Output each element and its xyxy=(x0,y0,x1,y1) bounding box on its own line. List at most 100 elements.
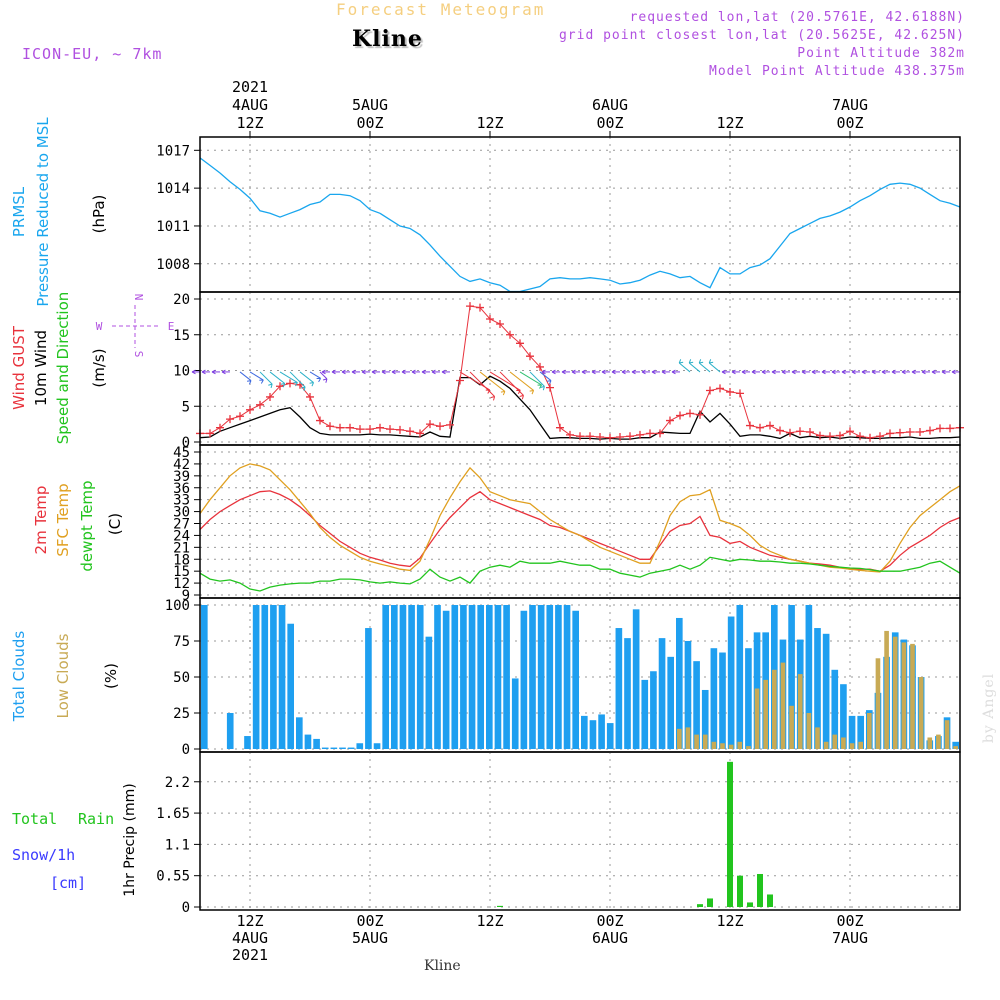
wind-arrow-head xyxy=(698,359,704,364)
precip-ytick-label: 0 xyxy=(182,900,190,916)
gust-marker xyxy=(446,420,454,429)
total-clouds-bar xyxy=(494,605,502,749)
wind-arrow-head xyxy=(661,369,666,375)
total-clouds-bar xyxy=(727,616,735,749)
pressure-ytick-label: 1011 xyxy=(156,219,190,235)
total-clouds-bar xyxy=(244,736,251,749)
top-time-label: 00Z xyxy=(596,114,623,132)
gust-marker xyxy=(216,423,224,432)
low-clouds-bar xyxy=(823,741,829,749)
low-clouds-label: Low Clouds xyxy=(54,633,72,718)
total-clouds-bar xyxy=(425,636,433,749)
gust-marker xyxy=(326,422,334,431)
wind-arrow-head xyxy=(519,394,524,400)
clouds-ytick-label: 50 xyxy=(173,670,190,686)
total-clouds-bar xyxy=(304,734,312,749)
gust-marker xyxy=(776,426,784,435)
total-clouds-bar xyxy=(486,605,493,749)
gust-marker xyxy=(456,376,464,385)
top-time-label: 00Z xyxy=(356,114,383,132)
gust-marker xyxy=(746,421,754,430)
gust-marker xyxy=(206,429,214,438)
footer-location: Kline xyxy=(424,958,461,974)
top-time-label: 4AUG xyxy=(232,96,268,114)
temp-ytick-label: 45 xyxy=(173,445,190,461)
wind-direction-arrow xyxy=(469,371,495,397)
clouds-ytick-label: 75 xyxy=(173,634,190,650)
gust-marker xyxy=(656,429,664,438)
wind-arrow-head xyxy=(391,369,396,375)
rain-bar xyxy=(747,902,753,907)
wind-direction-arrow xyxy=(239,371,252,381)
wind-arrow-head xyxy=(901,369,906,375)
wind-arrow-head xyxy=(841,369,846,375)
gust-marker xyxy=(226,415,234,424)
wind-direction-arrow xyxy=(269,371,286,384)
temp-unit: (C) xyxy=(106,513,124,535)
wind-arrow-head xyxy=(601,369,606,375)
temp-ytick-label: 21 xyxy=(173,540,190,556)
wind-direction-arrow xyxy=(289,371,306,388)
wind-direction-arrow xyxy=(249,371,264,381)
wind-arrow-head xyxy=(641,369,646,375)
wind-arrow-head xyxy=(671,369,676,375)
wind-direction-arrow xyxy=(509,371,534,391)
wind-arrow-head xyxy=(529,389,535,395)
wind-arrow-head xyxy=(561,369,566,375)
temp-ytick-label: 9 xyxy=(182,588,190,604)
total-clouds-bar xyxy=(503,605,510,749)
wind-arrow-head xyxy=(751,369,756,375)
total-clouds-bar xyxy=(201,605,208,749)
top-time-label: 00Z xyxy=(836,114,863,132)
low-clouds-bar xyxy=(867,713,872,749)
low-clouds-bar xyxy=(702,734,708,749)
wind-direction-arrow xyxy=(519,371,542,386)
total-clouds-bar xyxy=(693,661,700,749)
total-clouds-bar xyxy=(641,679,649,749)
wind-arrow-head xyxy=(881,369,886,375)
compass-east-label: E xyxy=(168,320,175,333)
wind-arrow-head xyxy=(293,382,298,387)
rain-bar xyxy=(727,761,733,907)
wind-arrow-head xyxy=(322,378,328,383)
low-clouds-bar xyxy=(737,741,743,749)
snow-label: Snow/1h xyxy=(12,846,75,864)
gust-marker xyxy=(516,339,524,348)
credit-watermark: by Angel xyxy=(981,672,998,744)
temp-ytick-label: 39 xyxy=(173,469,190,485)
wind-arrow-head xyxy=(931,369,936,375)
pressure-ytick-label: 1014 xyxy=(156,181,190,197)
gust-marker xyxy=(346,423,354,432)
temp-sfc-line xyxy=(199,463,961,573)
wind-10m-label: 10m Wind xyxy=(32,330,50,406)
low-clouds-bar xyxy=(780,662,786,749)
total-clouds-bar xyxy=(537,605,545,749)
total-clouds-bar xyxy=(676,617,683,749)
low-clouds-bar xyxy=(694,734,699,749)
clouds-ytick-label: 25 xyxy=(173,706,190,722)
gust-marker xyxy=(416,429,424,438)
total-clouds-bar xyxy=(788,605,795,749)
low-clouds-bar xyxy=(875,658,881,749)
gust-marker xyxy=(926,426,934,435)
gust-marker xyxy=(876,432,884,441)
gridpoint-coords: grid point closest lon,lat (20.5625E, 42… xyxy=(558,28,965,43)
temp-ytick-label: 15 xyxy=(173,564,190,580)
wind-gust-label: Wind GUST xyxy=(10,325,28,410)
total-clouds-bar xyxy=(278,605,286,749)
temp-dewpt-line xyxy=(199,556,961,592)
gust-marker xyxy=(896,428,904,437)
total-clouds-bar xyxy=(296,717,303,749)
wind-arrow-head xyxy=(280,383,286,388)
wind-direction-arrow xyxy=(499,371,524,396)
bottom-time-label: 2021 xyxy=(232,946,268,964)
wind-arrow-head xyxy=(611,369,616,375)
gust-marker xyxy=(786,428,794,437)
wind-ytick-label: 5 xyxy=(182,399,190,415)
model-label: ICON-EU, ~ 7km xyxy=(22,45,163,63)
wind-unit: (m/s) xyxy=(90,348,108,387)
precip-ytick-label: 0.55 xyxy=(156,869,190,885)
gust-marker xyxy=(606,433,614,442)
wind-arrow-head xyxy=(801,369,806,375)
